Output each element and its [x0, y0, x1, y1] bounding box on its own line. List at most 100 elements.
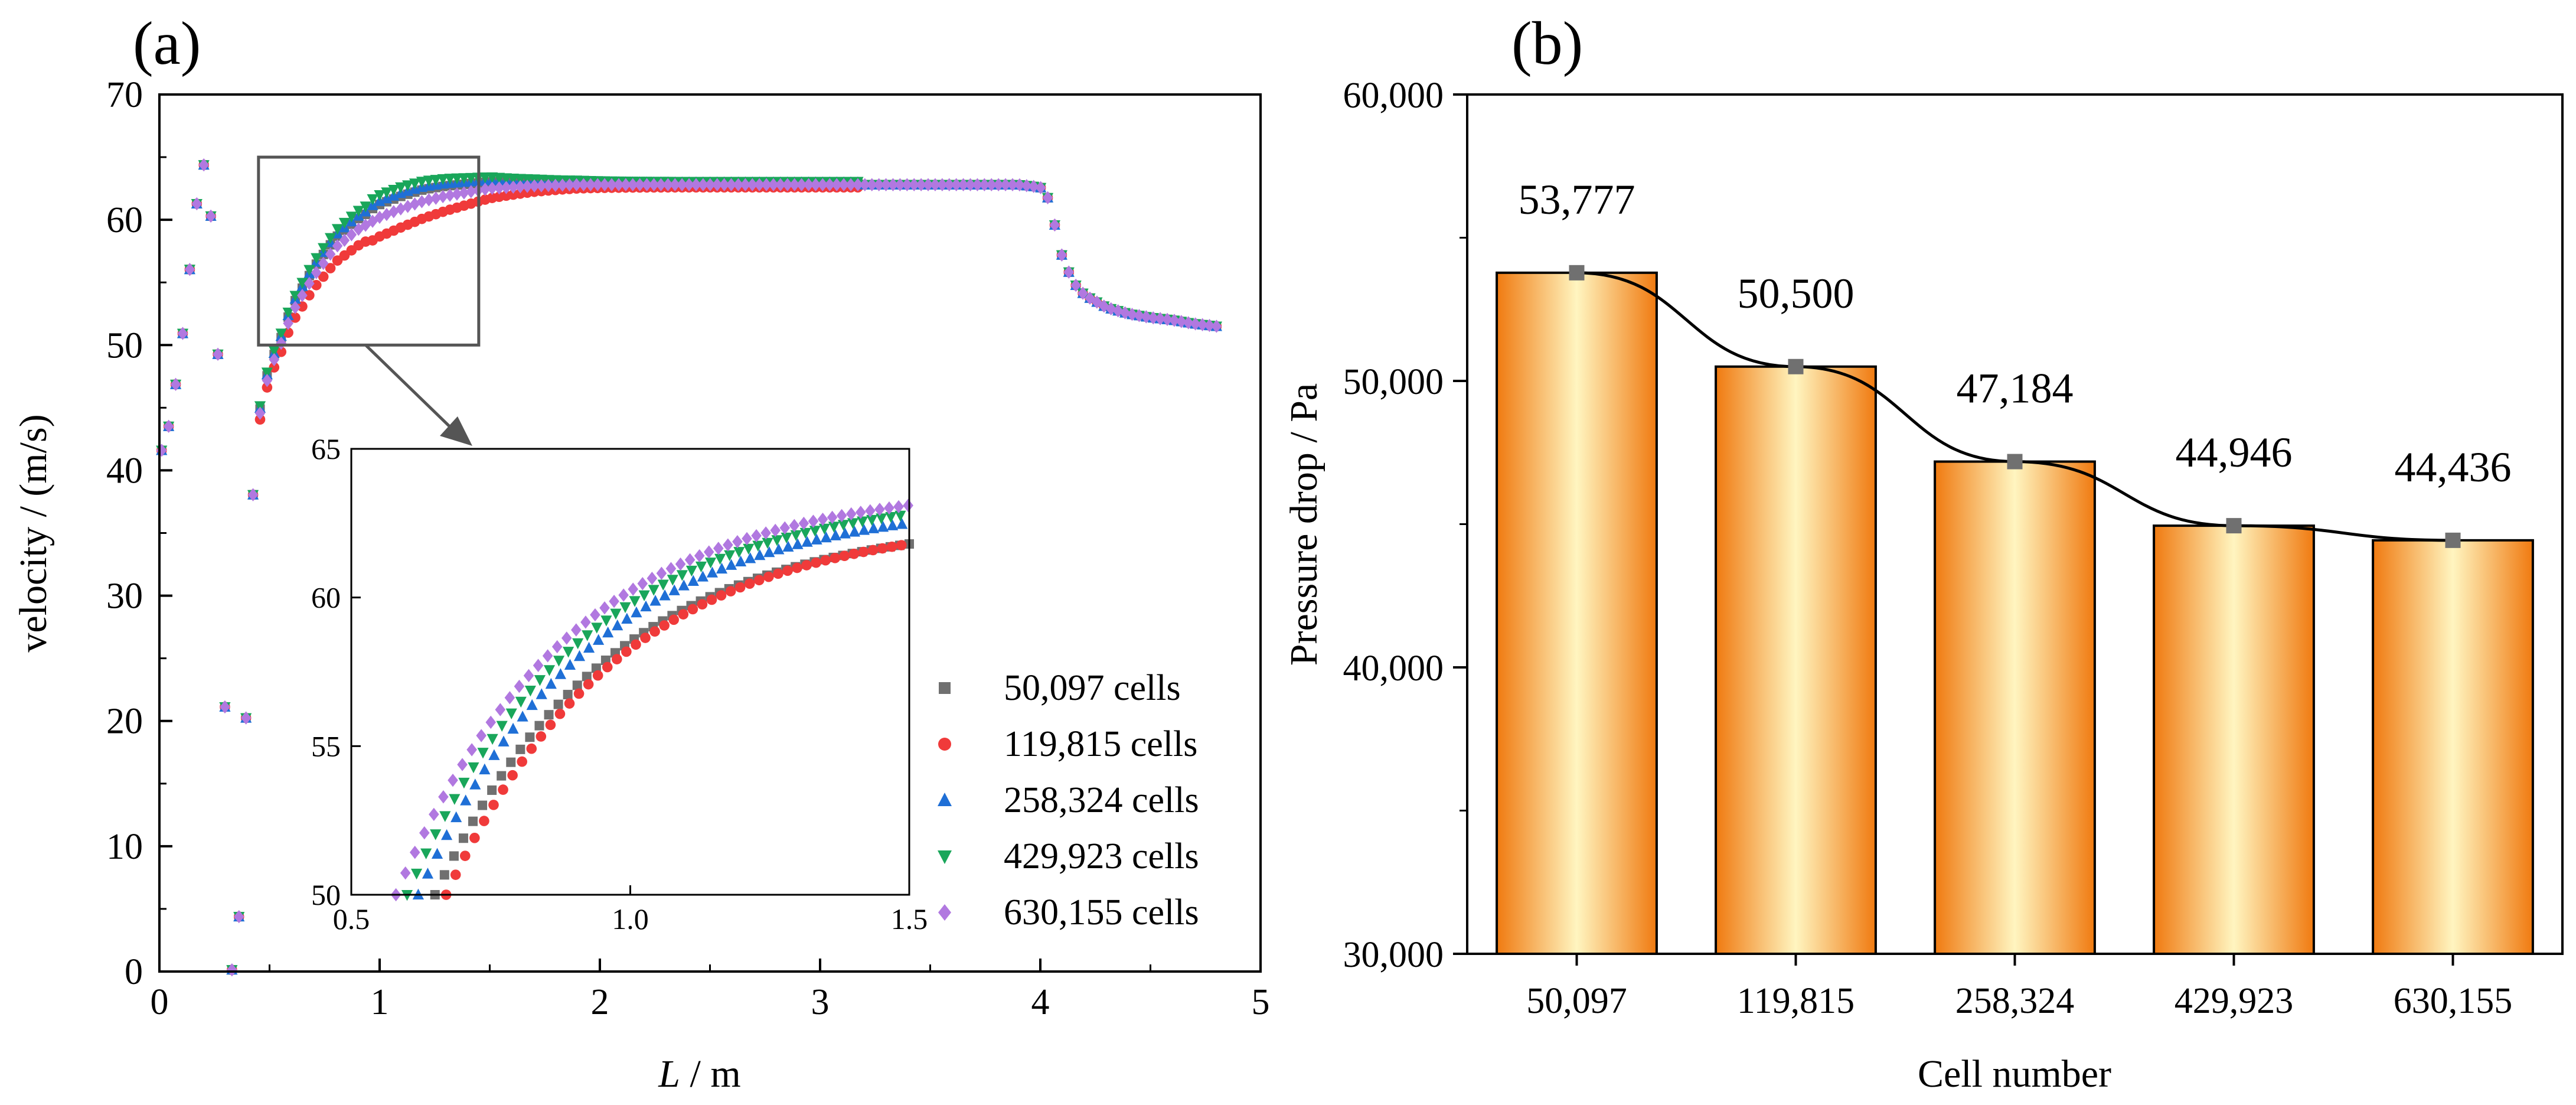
inset-point: [523, 669, 534, 683]
velocity-point: [670, 178, 681, 191]
inset-series-2: [440, 540, 907, 900]
inset-point: [533, 659, 544, 672]
inset-point: [554, 708, 566, 719]
inset-point: [638, 590, 650, 602]
velocity-point: [438, 190, 448, 204]
pressure-drop-chart: (b) 53,777 50,500 47,184 44,946 44,436 50,09…: [1282, 9, 2564, 1096]
velocity-point: [1148, 311, 1158, 325]
velocity-point: [733, 178, 744, 191]
inset-point: [751, 529, 762, 543]
velocity-point: [1021, 179, 1032, 193]
inset-point: [621, 612, 633, 624]
inset-point: [515, 696, 527, 708]
inset-point: [543, 665, 556, 676]
inset-point: [628, 582, 639, 596]
velocity-point: [1204, 318, 1215, 333]
velocity-point: [262, 382, 273, 393]
inset-point: [515, 744, 525, 754]
inset-point: [649, 595, 661, 606]
velocity-point: [458, 173, 470, 184]
inset-point: [593, 634, 605, 645]
velocity-point: [1070, 278, 1081, 292]
inset-point: [789, 519, 800, 533]
velocity-point: [873, 178, 884, 191]
velocity-point: [402, 180, 414, 191]
inset-point: [697, 599, 708, 610]
inset-point: [725, 559, 737, 570]
inset-point: [656, 566, 667, 580]
x-category-label: 429,923: [2175, 981, 2294, 1021]
velocity-point: [853, 178, 863, 191]
inset-point: [561, 631, 572, 645]
velocity-point: [1119, 306, 1131, 320]
inset-point: [612, 619, 623, 631]
inset-point: [431, 848, 443, 859]
pressure-bar: [1715, 365, 1877, 955]
velocity-point: [564, 178, 575, 192]
inset-point: [551, 640, 563, 654]
pressure-bar: [2372, 539, 2534, 955]
velocity-point: [916, 178, 926, 191]
inset-point: [419, 826, 430, 840]
inset-point: [811, 557, 821, 568]
inset-point: [544, 710, 554, 720]
velocity-point: [1042, 191, 1053, 205]
legend-marker: [938, 850, 952, 864]
velocity-point: [233, 910, 244, 924]
inset-point: [817, 512, 828, 526]
legend-label: 429,923 cells: [1004, 836, 1199, 876]
velocity-point: [276, 337, 287, 350]
y-tick-label: 50,000: [1343, 362, 1444, 402]
x-category-label: 119,815: [1737, 981, 1855, 1021]
inset-point: [697, 571, 709, 582]
velocity-point: [352, 206, 364, 217]
velocity-point: [1197, 318, 1208, 331]
inset-point: [876, 513, 887, 524]
velocity-point: [1028, 180, 1039, 193]
inset-point: [703, 545, 714, 559]
inset-point: [573, 688, 585, 699]
legend-marker: [938, 738, 951, 751]
velocity-point: [247, 488, 259, 501]
inset-point: [582, 630, 593, 641]
velocity-point: [796, 178, 807, 191]
inset-point: [676, 570, 688, 581]
legend-label: 258,324 cells: [1004, 780, 1199, 820]
inset-point: [836, 509, 847, 523]
velocity-point: [627, 178, 638, 191]
inset-point: [725, 586, 736, 596]
inset-x-tick-label: 0.5: [333, 902, 370, 935]
y-tick-label: 70: [106, 75, 143, 115]
legend-marker: [938, 793, 952, 806]
inset-point: [600, 615, 612, 627]
inset-point: [468, 816, 478, 826]
velocity-point: [205, 209, 216, 223]
velocity-point: [543, 178, 554, 193]
inset-point: [657, 579, 669, 591]
velocity-point: [304, 290, 315, 301]
inset-point: [602, 626, 614, 638]
velocity-point: [951, 178, 962, 191]
inset-point: [564, 659, 576, 670]
inset-point: [884, 501, 894, 515]
inset-point: [410, 868, 423, 880]
inset-point: [422, 868, 434, 879]
inset-point: [887, 519, 899, 530]
velocity-point: [592, 178, 603, 191]
pressure-point-marker: [1788, 358, 1804, 374]
velocity-point: [775, 178, 786, 191]
inset-point: [716, 562, 728, 574]
velocity-point: [452, 187, 462, 201]
inset-point: [706, 594, 717, 605]
inset-point: [820, 531, 832, 543]
velocity-point: [677, 178, 687, 191]
velocity-point: [965, 178, 976, 191]
velocity-point: [810, 178, 821, 191]
inset-point: [507, 722, 519, 734]
inset-point: [858, 524, 870, 535]
inset-point: [820, 555, 831, 566]
velocity-point: [571, 178, 582, 192]
inset-point: [847, 518, 859, 529]
velocity-point: [958, 178, 969, 191]
